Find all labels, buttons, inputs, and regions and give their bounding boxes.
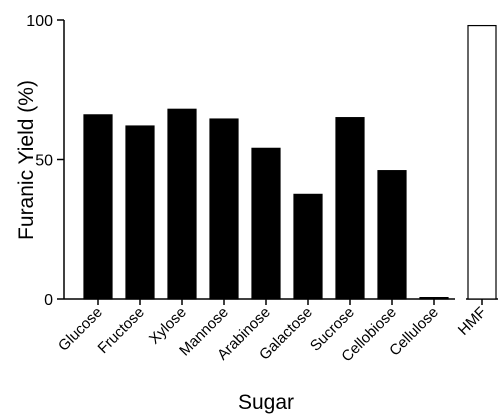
- bar-xylose: [167, 108, 197, 300]
- x-axis-category-labels: GlucoseFructoseXyloseMannoseArabinoseGal…: [55, 304, 490, 366]
- bar-cellobiose: [377, 170, 407, 300]
- y-axis-ticks: 0 50 100: [26, 13, 64, 309]
- y-tick-label: 0: [44, 292, 53, 309]
- bar-cellulose: [419, 297, 449, 300]
- bars: [83, 24, 497, 300]
- bar-sucrose: [335, 117, 365, 300]
- y-axis-title: Furanic Yield (%): [15, 80, 38, 240]
- y-tick-label: 50: [35, 153, 53, 170]
- x-tick-label: Fructose: [95, 304, 148, 357]
- bar-hmf: [467, 24, 497, 300]
- x-tick-label: HMF: [455, 304, 490, 339]
- bar-fructose: [125, 125, 155, 300]
- x-axis-title: Sugar: [238, 391, 294, 414]
- bar-glucose: [83, 114, 113, 300]
- bar-mannose: [209, 118, 239, 300]
- bar-arabinose: [251, 147, 281, 300]
- x-axis-ticks: [97, 299, 483, 305]
- bar-galactose: [293, 193, 323, 300]
- y-tick-label: 100: [26, 13, 53, 30]
